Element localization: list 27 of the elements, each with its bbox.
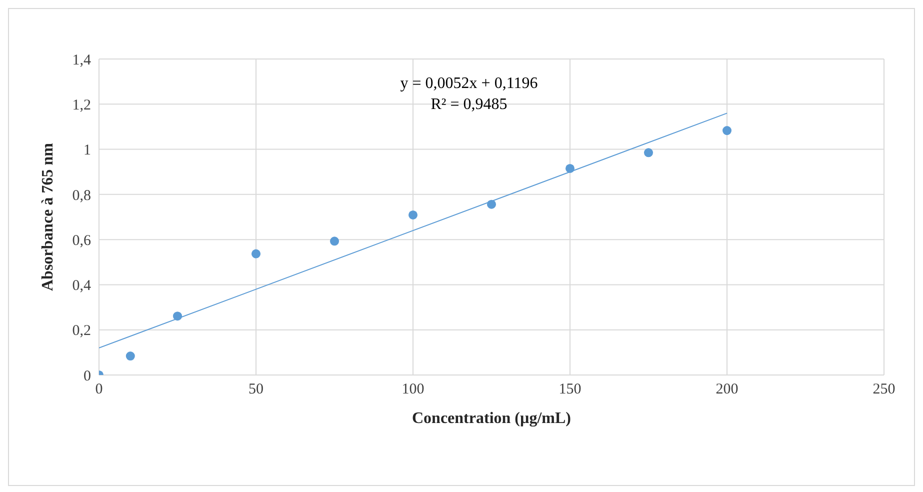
annotation: y = 0,0052x + 0,1196 bbox=[399, 74, 539, 94]
point bbox=[722, 126, 732, 136]
x-tick-label: 0 bbox=[95, 382, 103, 398]
y-tick-label: 0,6 bbox=[72, 232, 92, 249]
y-axis-title: Absorbance à 765 nm bbox=[40, 142, 57, 292]
y-tick-label: 0 bbox=[84, 368, 91, 384]
point bbox=[172, 312, 182, 321]
point bbox=[251, 249, 261, 258]
point bbox=[644, 148, 654, 158]
point bbox=[565, 164, 575, 173]
annotation: R² = 0,9485 bbox=[430, 95, 508, 115]
x-tick-label: 50 bbox=[248, 382, 264, 398]
point bbox=[126, 352, 135, 361]
point bbox=[330, 236, 340, 246]
point bbox=[486, 200, 496, 209]
x-tick-label: 200 bbox=[716, 382, 738, 398]
x-tick-label: 150 bbox=[558, 382, 582, 398]
y-tick-label: 0,4 bbox=[72, 278, 92, 294]
x-tick-label: 250 bbox=[872, 382, 896, 398]
y-tick-label: 1,2 bbox=[72, 97, 91, 114]
y-tick-label: 0,2 bbox=[72, 323, 91, 340]
y-tick-label: 1,4 bbox=[72, 52, 92, 68]
y-tick-label: 0,8 bbox=[72, 188, 91, 204]
point bbox=[408, 210, 418, 220]
x-tick-label: 100 bbox=[402, 382, 424, 398]
x-axis-title: Concentration (µg/mL) bbox=[412, 410, 571, 427]
y-tick-label: 1 bbox=[84, 142, 91, 159]
